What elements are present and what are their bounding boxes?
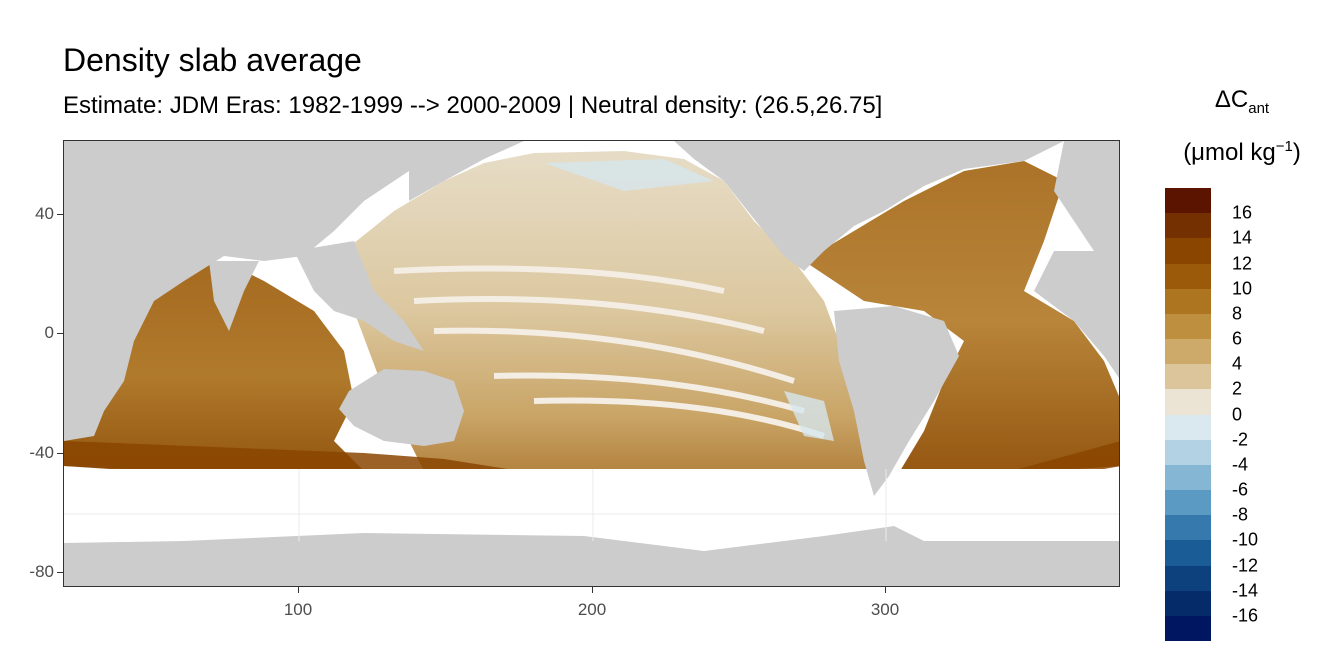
legend-title-subscript: ant [1248, 99, 1270, 117]
land-antarctica [64, 526, 1119, 586]
land-north-asia [409, 141, 524, 201]
land-india [209, 261, 259, 331]
map-panel [63, 140, 1120, 587]
colorbar-tick-label: -6 [1232, 479, 1249, 500]
land-eurasia-africa [64, 141, 409, 441]
colorbar-tick-label: -4 [1232, 454, 1249, 475]
land-se-asia [294, 241, 424, 351]
y-tick-label-minus80: -80 [29, 562, 54, 581]
x-tick-mark [885, 587, 886, 593]
colorbar-cell [1165, 188, 1211, 214]
y-tick-mark [57, 572, 63, 573]
y-tick-label-40: 40 [35, 204, 54, 223]
atlantic-ocean-field [804, 161, 1119, 481]
map-subtitle: Estimate: JDM Eras: 1982-1999 --> 2000-2… [63, 92, 883, 119]
colorbar-tick-label: 0 [1232, 404, 1243, 424]
indian-ocean-field [64, 261, 444, 491]
colorbar-cell [1165, 439, 1211, 466]
colorbar-cell [1165, 464, 1211, 491]
legend-unit-prefix: (μmol kg [1183, 139, 1276, 166]
colorbar-cell [1165, 389, 1211, 415]
colorbar-cell [1165, 339, 1211, 365]
land-australia [339, 369, 464, 446]
y-tick-mark [57, 453, 63, 454]
legend-title-main: ΔC [1214, 86, 1249, 113]
colorbar-tick-label: -12 [1232, 555, 1259, 575]
colorbar-tick-label: -10 [1232, 529, 1259, 550]
colorbar-tick-label: 10 [1232, 278, 1253, 299]
colorbar-tick-label: 14 [1232, 227, 1253, 248]
colorbar-cell [1165, 213, 1211, 239]
x-tick-label-100: 100 [283, 600, 313, 619]
colorbar-cell [1165, 313, 1211, 340]
x-tick-mark [298, 587, 299, 593]
map-gridlines [64, 469, 1119, 541]
southern-no-data-band [64, 469, 1119, 541]
y-tick-mark [57, 333, 63, 334]
colorbar-cell [1165, 414, 1211, 441]
colorbar-cell [1165, 540, 1211, 566]
colorbar-tick-label: -16 [1232, 605, 1259, 626]
pacific-blue-patches [544, 159, 834, 441]
colorbar-tick-label: 8 [1232, 303, 1243, 324]
map-title: Density slab average [63, 42, 362, 78]
colorbar-tick-label: 12 [1232, 253, 1253, 273]
x-tick-label-300: 300 [870, 600, 900, 619]
x-tick-label-200: 200 [577, 600, 607, 619]
pacific-light-bands [393, 265, 825, 439]
colorbar-tick-label: 16 [1232, 202, 1253, 223]
colorbar [1165, 188, 1211, 642]
land-north-america [674, 141, 1064, 271]
colorbar-cell [1165, 515, 1211, 541]
colorbar-tick-label: -8 [1232, 504, 1249, 525]
colorbar-cell [1165, 263, 1211, 290]
colorbar-cell [1165, 288, 1211, 315]
legend-unit-superscript: −1 [1275, 138, 1293, 155]
colorbar-cell [1165, 565, 1211, 592]
colorbar-tick-label: -14 [1232, 580, 1259, 601]
colorbar-tick-label: 6 [1232, 328, 1243, 349]
colorbar-cell [1165, 364, 1211, 390]
colorbar-tick-label: 2 [1232, 378, 1243, 399]
land-masses [64, 141, 1119, 586]
colorbar-tick-label: 4 [1232, 353, 1243, 374]
x-tick-mark [592, 587, 593, 593]
legend-title-unit: (μmol kg−1) [1160, 138, 1324, 167]
land-africa-east [1034, 251, 1119, 379]
y-tick-label-0: 0 [44, 323, 54, 342]
colorbar-tick-label: -2 [1232, 429, 1249, 450]
colorbar-cell [1165, 590, 1211, 617]
southern-ocean-band [64, 441, 1119, 506]
land-europe [1054, 141, 1119, 251]
colorbar-cell [1165, 615, 1211, 642]
legend-unit-suffix: ) [1292, 139, 1301, 166]
map-svg [64, 141, 1119, 586]
land-south-america [834, 306, 959, 496]
legend-title-variable: ΔCant [1160, 86, 1324, 117]
colorbar-cell [1165, 238, 1211, 264]
colorbar-cell [1165, 490, 1211, 516]
y-tick-label-minus40: -40 [29, 443, 54, 462]
y-tick-mark [57, 214, 63, 215]
